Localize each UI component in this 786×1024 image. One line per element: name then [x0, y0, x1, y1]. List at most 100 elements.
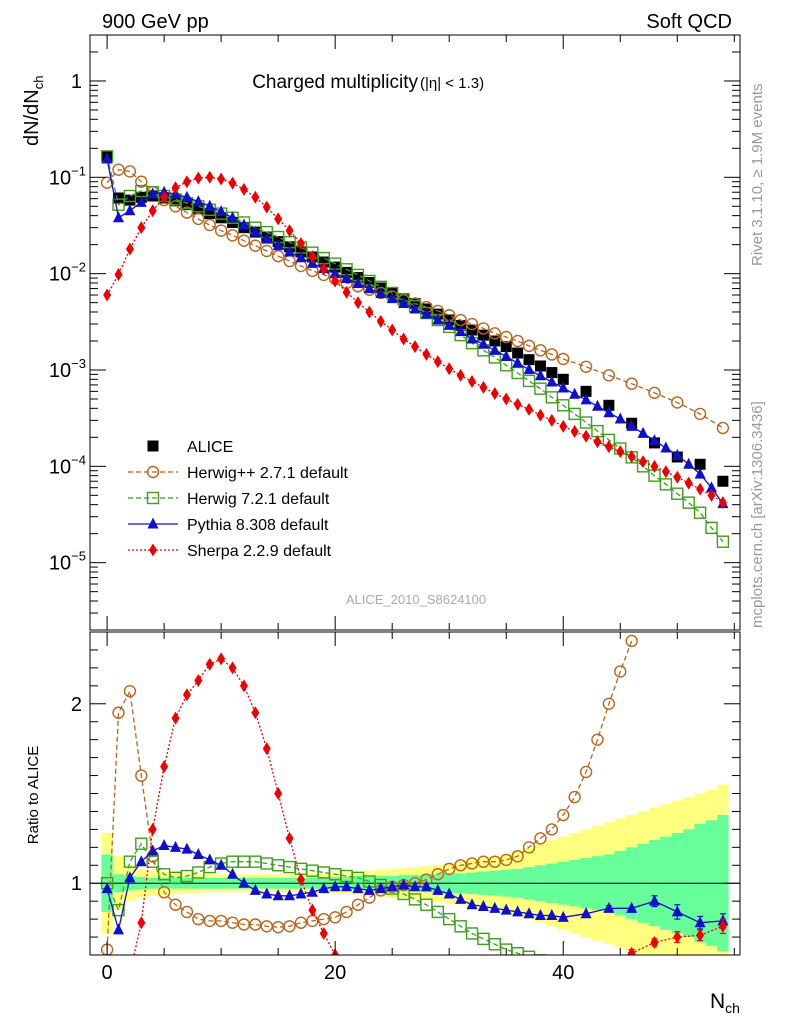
ratio-point — [386, 880, 398, 892]
main-point — [489, 343, 501, 355]
main-point — [603, 406, 615, 418]
main-point — [545, 348, 559, 361]
main-point — [650, 459, 659, 473]
ratio-point — [112, 706, 125, 719]
ratio-series-group — [100, 634, 729, 1015]
ratio-point — [489, 901, 501, 913]
main-point — [557, 373, 569, 385]
main-point — [251, 190, 260, 204]
main-point — [113, 211, 125, 223]
ratio-point — [170, 840, 182, 852]
main-point — [274, 212, 283, 226]
main-point — [488, 327, 502, 340]
ratio-point — [115, 1002, 123, 1015]
ratio-point — [512, 905, 524, 917]
main-point — [432, 313, 444, 325]
main-point — [420, 307, 432, 319]
main-point — [534, 360, 546, 372]
main-ytick-label: 10−4 — [49, 452, 86, 478]
legend-marker — [146, 465, 160, 479]
main-point — [239, 182, 248, 196]
main-point — [693, 506, 707, 519]
legend-marker — [147, 517, 159, 529]
main-point — [329, 267, 341, 279]
ratio-point — [126, 966, 134, 979]
main-point — [103, 288, 112, 302]
main-point — [582, 429, 591, 443]
main-point — [513, 397, 522, 411]
main-point — [147, 187, 159, 199]
ratio-point — [284, 889, 296, 901]
ratio-point — [557, 808, 570, 822]
main-point — [568, 407, 581, 421]
main-point — [181, 199, 193, 211]
main-point — [468, 374, 477, 388]
main-point — [694, 458, 706, 470]
main-point — [249, 239, 262, 252]
main-point — [684, 476, 693, 490]
main-point — [375, 287, 387, 299]
main-point — [627, 450, 636, 464]
main-point — [352, 277, 364, 289]
main-point — [512, 356, 524, 368]
main-ytick-label: 1 — [71, 71, 82, 93]
main-point — [215, 212, 227, 224]
main-point — [477, 337, 489, 349]
main-point — [500, 350, 512, 362]
ratio-point — [123, 685, 137, 698]
main-point — [614, 412, 626, 424]
ratio-point — [409, 880, 421, 892]
ylabel-main-sub: ch — [31, 76, 46, 90]
ratio-point — [477, 900, 489, 912]
main-point — [536, 408, 545, 422]
legend-label: Herwig 7.2.1 default — [187, 491, 330, 508]
ratio-point — [363, 883, 375, 895]
main-point — [411, 340, 419, 354]
ratio-xlabel: Nch — [710, 990, 740, 1016]
ratio-point — [605, 956, 613, 969]
main-point — [204, 208, 216, 220]
main-point — [534, 344, 547, 357]
main-point — [422, 347, 431, 361]
main-point — [112, 198, 125, 211]
ratio-point — [228, 661, 237, 675]
main-point — [180, 206, 194, 219]
ratio-point — [192, 848, 204, 860]
legend-label: Pythia 8.308 default — [187, 517, 329, 534]
ratio-point — [534, 954, 547, 955]
main-point — [217, 172, 226, 186]
main-point — [318, 256, 330, 268]
ratio-point — [249, 883, 261, 895]
main-point — [570, 424, 579, 438]
main-point — [580, 393, 592, 405]
main-title-sub: (|η| < 1.3) — [420, 75, 484, 92]
main-point — [512, 347, 524, 359]
main-point — [341, 272, 353, 284]
ratio-point — [205, 657, 214, 671]
main-point — [569, 387, 581, 399]
main-point — [365, 305, 374, 319]
main-point — [249, 225, 261, 237]
main-point — [237, 234, 251, 247]
ratio-point — [534, 909, 546, 921]
main-point — [228, 176, 237, 190]
ratio-point — [557, 910, 569, 922]
ratio-point — [455, 892, 467, 904]
ratio-point — [251, 706, 260, 720]
main-point — [331, 274, 340, 288]
main-point — [500, 330, 513, 344]
main-point — [125, 242, 134, 256]
ratio-point — [398, 878, 410, 890]
main-point — [135, 175, 148, 188]
main-point — [477, 329, 489, 341]
ratio-point — [147, 844, 159, 856]
main-point — [192, 203, 204, 215]
ratio-point — [328, 911, 342, 924]
ratio-point — [135, 855, 147, 867]
ratio-point — [239, 679, 248, 693]
main-point — [705, 481, 717, 493]
main-ylabel: dN/dNch — [21, 76, 46, 146]
main-point — [285, 224, 294, 238]
ratio-point — [160, 760, 169, 774]
ratio-ylabel: Ratio to ALICE — [25, 746, 42, 844]
